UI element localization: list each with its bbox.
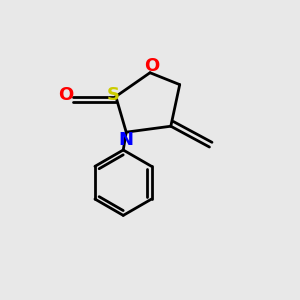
Text: N: N (119, 130, 134, 148)
Text: O: O (58, 86, 73, 104)
Text: O: O (144, 57, 159, 75)
Text: S: S (106, 86, 119, 104)
